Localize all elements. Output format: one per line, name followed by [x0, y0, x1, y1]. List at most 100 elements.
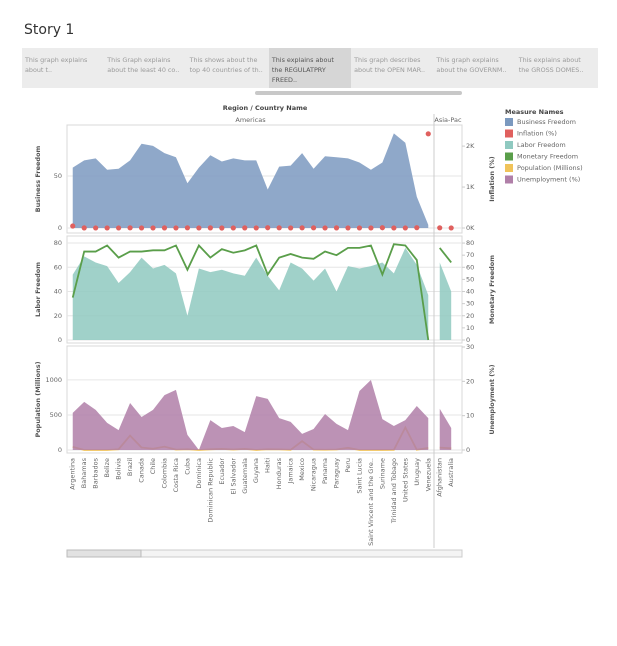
y-tick-label: 20	[54, 312, 62, 320]
y-tick-label: 0	[58, 224, 62, 232]
y2-axis-title: Monetary Freedom	[488, 255, 496, 324]
tab-scrollbar[interactable]	[255, 91, 462, 95]
x-tick-label: United States	[401, 457, 409, 502]
point	[150, 225, 156, 231]
y2-tick-label: 1K	[466, 183, 475, 191]
point	[70, 223, 76, 229]
area	[439, 408, 452, 450]
point	[276, 225, 282, 231]
point	[356, 225, 363, 231]
point	[402, 225, 408, 231]
legend-swatch	[505, 164, 513, 172]
x-tick-label: Costa Rica	[172, 458, 180, 492]
y-tick-label: 1000	[45, 376, 62, 384]
line	[71, 243, 430, 341]
area	[72, 247, 429, 340]
x-tick-label: Jamaica	[287, 458, 295, 485]
x-tick-label: Afghanistan	[436, 458, 444, 497]
area	[72, 379, 429, 450]
point	[127, 225, 133, 231]
y2-tick-label: 50	[466, 275, 474, 283]
x-tick-label: Haiti	[264, 458, 272, 473]
y-tick-label: 500	[50, 411, 62, 419]
line	[439, 247, 452, 264]
legend-title: Measure Names	[505, 108, 564, 116]
point	[448, 225, 454, 231]
point	[184, 225, 191, 231]
legend-swatch	[505, 118, 513, 126]
y2-tick-label: 30	[466, 300, 474, 308]
point	[173, 225, 179, 231]
y-axis-title: Labor Freedom	[34, 262, 42, 317]
x-tick-label: Saint Vincent and the Gre..	[367, 458, 375, 546]
y2-axis-title: Unemployment (%)	[488, 364, 496, 434]
point	[230, 225, 236, 231]
point	[81, 225, 87, 231]
x-tick-label: Cuba	[183, 458, 191, 475]
y2-tick-label: 80	[466, 239, 474, 247]
point	[161, 225, 168, 231]
x-tick-label: Barbados	[92, 457, 100, 488]
point	[310, 225, 317, 231]
story-title: Story 1	[24, 22, 75, 38]
area	[72, 133, 429, 228]
region-label: Americas	[235, 116, 266, 124]
x-tick-label: Venezuela	[424, 458, 432, 491]
y2-tick-label: 30	[466, 343, 474, 351]
story-tab[interactable]: This graph explains about t..	[25, 56, 88, 74]
story-tab[interactable]: This explains about the REGULATPRY FREED…	[268, 48, 352, 88]
point	[437, 225, 443, 231]
h-scroll-thumb[interactable]	[66, 549, 142, 558]
y-tick-label: 40	[54, 288, 62, 296]
point	[299, 225, 305, 231]
point	[414, 225, 420, 231]
y2-tick-label: 0	[466, 446, 470, 454]
x-tick-label: Honduras	[275, 457, 283, 489]
tab-strip: This graph explains about t.. This Graph …	[22, 48, 598, 88]
x-tick-label: Belize	[103, 458, 111, 477]
story-tab[interactable]: This explains about the GROSS DOMES..	[518, 56, 584, 74]
y2-axis-title: Inflation (%)	[488, 156, 496, 201]
point	[104, 225, 110, 231]
x-tick-label: Guatemala	[241, 458, 249, 494]
x-tick-label: Uruguay	[413, 458, 421, 486]
x-tick-label: El Salvador	[229, 458, 237, 495]
pane-frame	[66, 124, 463, 234]
x-tick-label: Peru	[344, 458, 352, 472]
y-tick-label: 50	[54, 172, 62, 180]
legend-swatch	[505, 152, 513, 161]
story-tab[interactable]: This shows about the top 40 countries of…	[189, 56, 263, 74]
x-tick-label: Brazil	[126, 458, 134, 476]
point	[425, 131, 431, 137]
story-tab[interactable]: This graph explains about the GOVERNM..	[436, 56, 507, 74]
point	[265, 225, 271, 231]
y-tick-label: 80	[54, 239, 62, 247]
x-tick-label: Suriname	[378, 458, 386, 489]
point	[368, 225, 374, 231]
x-tick-label: Bolivia	[115, 458, 123, 480]
y-axis-title: Population (Millions)	[34, 361, 42, 437]
story-tab[interactable]: This Graph explains about the least 40 c…	[107, 56, 180, 74]
point	[253, 225, 259, 231]
region-label: Asia-Pac	[434, 116, 462, 124]
y2-tick-label: 2K	[466, 142, 475, 150]
y2-tick-label: 10	[466, 324, 474, 332]
point	[333, 225, 340, 231]
point	[379, 225, 385, 231]
y2-tick-label: 10	[466, 412, 474, 420]
x-tick-label: Ecuador	[218, 458, 226, 485]
point	[288, 225, 294, 231]
x-axis-title: Region / Country Name	[223, 104, 308, 112]
pane-frame	[66, 345, 463, 454]
story-tab[interactable]: This graph describes about the OPEN MAR.…	[354, 56, 426, 74]
x-tick-label: Mexico	[298, 458, 306, 481]
x-tick-label: Bahamas	[80, 457, 88, 488]
legend-label: Business Freedom	[517, 118, 576, 126]
y-axis-title: Business Freedom	[34, 145, 42, 212]
x-tick-label: Panama	[321, 458, 329, 484]
y2-tick-label: 20	[466, 312, 474, 320]
point	[93, 225, 99, 231]
point	[242, 225, 248, 231]
